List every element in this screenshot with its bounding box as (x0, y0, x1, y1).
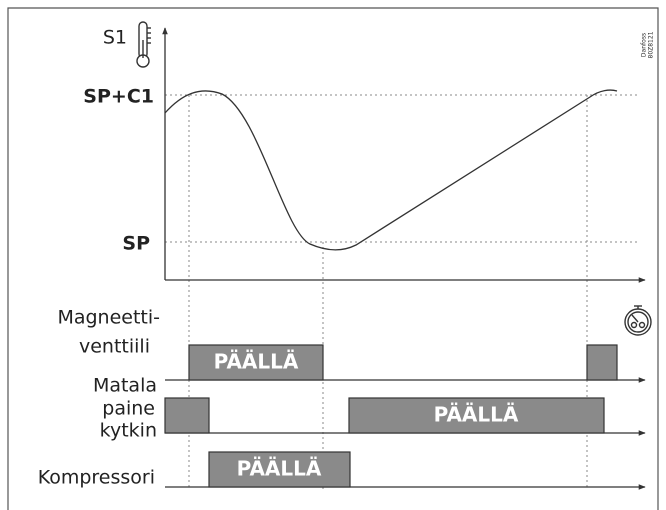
on-bar (348, 397, 605, 434)
row-label: venttiili (79, 336, 150, 358)
on-bar (586, 344, 618, 381)
watermark-brand: Danfoss (641, 33, 648, 57)
on-bar (208, 451, 351, 488)
watermark: Danfoss 80Z8121 (641, 31, 655, 58)
watermark-code: 80Z8121 (648, 31, 655, 58)
row-label: Matala (93, 375, 157, 397)
on-bar (164, 397, 210, 434)
row-label: Kompressori (38, 467, 155, 489)
thermometer-icon (136, 21, 151, 68)
on-bar (188, 344, 324, 381)
level-label: SP (122, 233, 150, 255)
row-label: paine (102, 398, 155, 420)
temperature-curve (164, 89, 618, 251)
row-label: kytkin (100, 420, 157, 442)
y-axis-label: S1 (103, 27, 127, 49)
bar-label: PÄÄLLÄ (237, 457, 322, 481)
frame (7, 7, 659, 510)
level-label: SP+C1 (83, 86, 154, 108)
timer-icon (624, 305, 652, 336)
bar-label: PÄÄLLÄ (214, 350, 299, 374)
guides (165, 94, 640, 490)
row-label: Magneetti- (57, 307, 160, 329)
bar-label: PÄÄLLÄ (434, 403, 519, 427)
